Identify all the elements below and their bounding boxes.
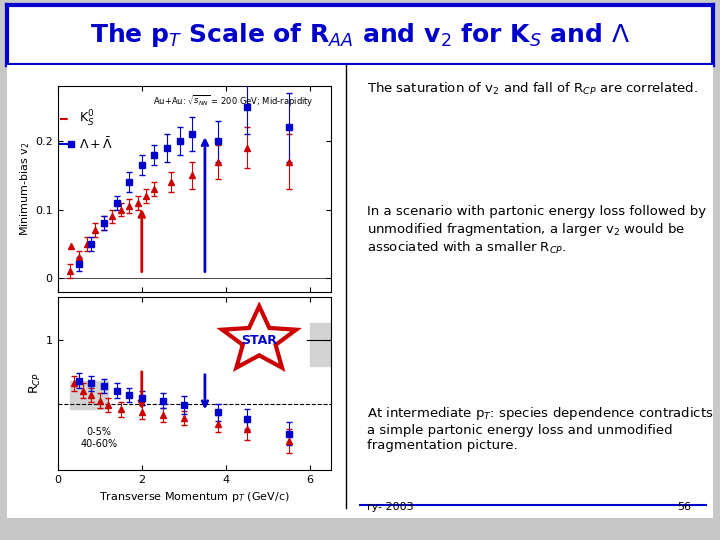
Text: In a scenario with partonic energy loss followed by unmodified fragmentation, a : In a scenario with partonic energy loss … (367, 205, 706, 256)
Polygon shape (222, 306, 296, 368)
Bar (71, 381, 108, 409)
Text: ry- 2003: ry- 2003 (367, 502, 414, 512)
Text: The saturation of v$_2$ and fall of R$_{CP}$ are correlated.: The saturation of v$_2$ and fall of R$_{… (367, 81, 698, 97)
X-axis label: Transverse Momentum p$_T$ (GeV/c): Transverse Momentum p$_T$ (GeV/c) (99, 490, 289, 504)
Text: $\Lambda + \bar{\Lambda}$: $\Lambda + \bar{\Lambda}$ (79, 136, 114, 152)
Bar (310, 323, 336, 366)
Y-axis label: Minimum-bias v$_2$: Minimum-bias v$_2$ (19, 142, 32, 236)
Text: 56: 56 (678, 502, 691, 512)
Text: The p$_T$ Scale of R$_{AA}$ and v$_2$ for K$_S$ and $\Lambda$: The p$_T$ Scale of R$_{AA}$ and v$_2$ fo… (90, 21, 630, 49)
Text: Au+Au: $\sqrt{s_{NN}}$ = 200 GeV; Mid-rapidity: Au+Au: $\sqrt{s_{NN}}$ = 200 GeV; Mid-ra… (153, 92, 314, 107)
Text: STAR: STAR (241, 334, 277, 347)
Text: At intermediate p$_T$: species dependence contradicts a simple partonic energy l: At intermediate p$_T$: species dependenc… (367, 405, 714, 452)
Text: 0-5%
40-60%: 0-5% 40-60% (80, 428, 117, 449)
Y-axis label: R$_{CP}$: R$_{CP}$ (28, 372, 43, 395)
Text: K$_S^0$: K$_S^0$ (79, 109, 95, 129)
